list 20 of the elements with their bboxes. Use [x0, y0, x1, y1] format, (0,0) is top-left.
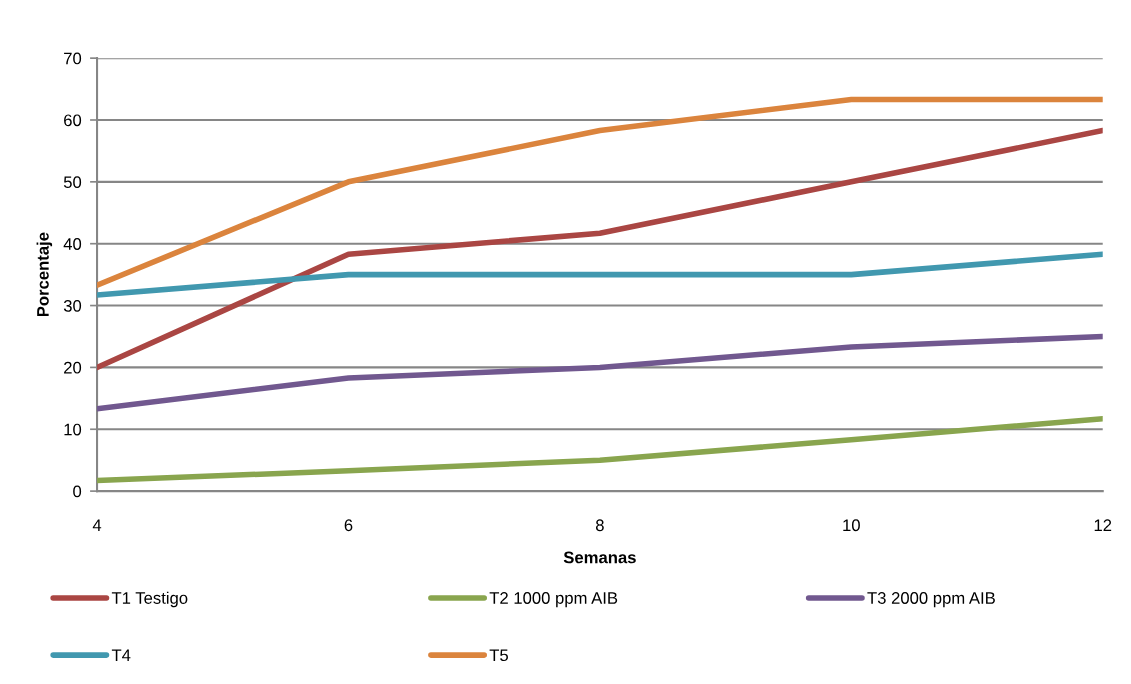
y-tick-label: 30 — [63, 299, 82, 312]
y-tick-label: 0 — [73, 485, 82, 498]
x-tick-label: 12 — [1094, 519, 1112, 531]
legend-label: T4 — [111, 649, 131, 661]
x-tick-label: 6 — [344, 519, 353, 532]
y-tick-label: 60 — [64, 114, 82, 127]
y-tick-label: 10 — [64, 423, 82, 436]
legend-label: T3 2000 ppm AIB — [867, 592, 995, 608]
y-tick-label: 20 — [64, 361, 82, 374]
y-tick-label: 70 — [64, 52, 82, 65]
y-tick-label: 50 — [63, 176, 82, 189]
x-tick-label: 8 — [595, 519, 604, 532]
legend-label: T5 — [489, 649, 508, 662]
x-tick-label: 10 — [843, 519, 860, 532]
x-axis-title: Semanas — [563, 551, 636, 564]
x-tick-label: 4 — [92, 519, 102, 531]
legend-label: T1 Testigo — [111, 591, 188, 608]
y-axis-title: Porcentaje — [36, 232, 53, 317]
legend-label: T2 1000 ppm AIB — [489, 592, 618, 608]
y-tick-label: 40 — [63, 238, 82, 250]
